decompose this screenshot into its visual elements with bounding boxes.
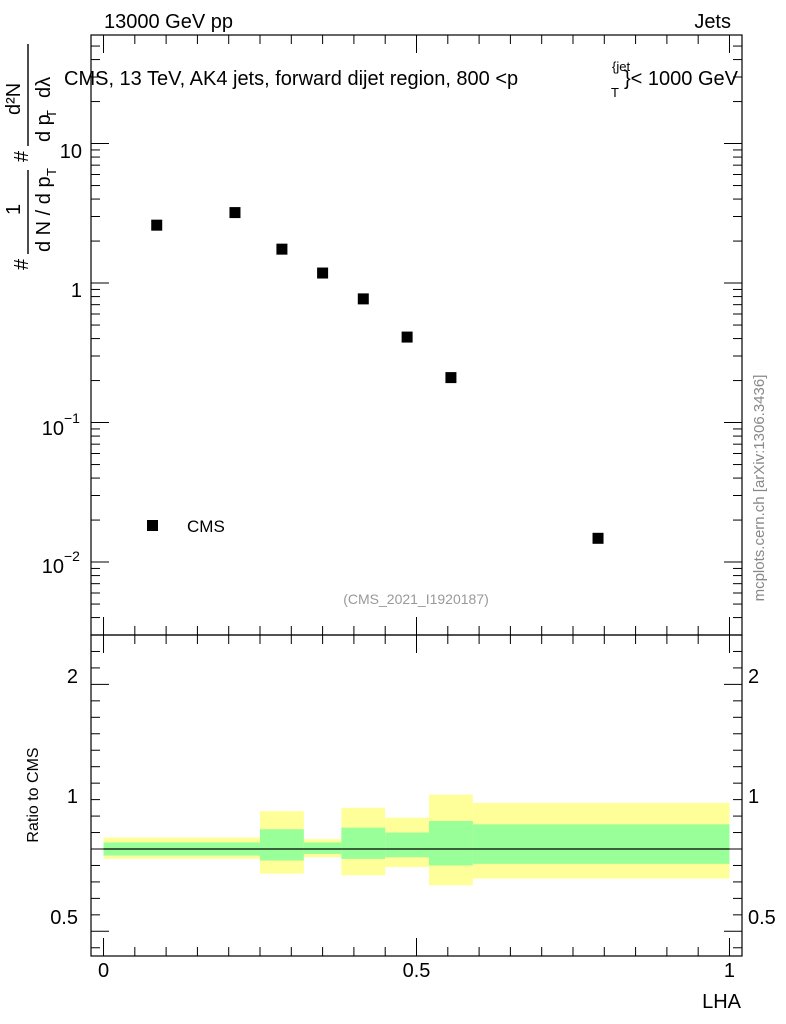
y-label-one: 1 bbox=[3, 204, 25, 215]
ratio-ticks bbox=[91, 634, 742, 956]
x-tick-label-1: 1 bbox=[724, 960, 735, 982]
ratio-band-inner bbox=[385, 832, 430, 858]
y-tick-label-0.1: 10 bbox=[42, 418, 64, 440]
y-label-denominator: d N / d p bbox=[33, 176, 55, 252]
data-point bbox=[592, 532, 604, 544]
ratio-y-tick-0.5-left: 0.5 bbox=[50, 907, 78, 929]
x-axis-label: LHA bbox=[702, 991, 742, 1013]
y-label-num-hash: # bbox=[11, 150, 33, 162]
plot-title-subscript: T bbox=[611, 85, 619, 100]
ratio-y-axis-label: Ratio to CMS bbox=[25, 747, 42, 842]
y-label-denominator-sub: T bbox=[44, 168, 59, 176]
x-tick-label-0.5: 0.5 bbox=[403, 960, 431, 982]
x-tick-label-0: 0 bbox=[98, 960, 109, 982]
main-data-points bbox=[151, 207, 604, 544]
ratio-y-tick-labels: 2 1 0.5 2 1 0.5 bbox=[50, 666, 776, 929]
data-point bbox=[151, 219, 163, 231]
analysis-tag: (CMS_2021_I1920187) bbox=[343, 591, 489, 607]
y-label-num-bottom-tail: dλ bbox=[33, 77, 55, 98]
y-tick-label-10: 10 bbox=[60, 141, 82, 163]
main-y-tick-labels: 10 1 10 −1 10 −2 bbox=[42, 141, 82, 578]
ratio-y-tick-1-left: 1 bbox=[67, 786, 78, 808]
main-y-axis-label: # 1 d N / d p T # d²N d p T dλ bbox=[3, 44, 59, 270]
plot-title: CMS, 13 TeV, AK4 jets, forward dijet reg… bbox=[64, 59, 739, 100]
ratio-band-inner bbox=[341, 827, 386, 859]
data-point bbox=[276, 243, 288, 255]
header-left: 13000 GeV pp bbox=[104, 11, 233, 33]
y-label-num-bottom: d p bbox=[33, 114, 55, 142]
ratio-bands bbox=[103, 794, 730, 886]
data-point bbox=[317, 267, 329, 279]
ratio-band-inner bbox=[429, 821, 473, 866]
data-point bbox=[229, 207, 241, 219]
data-point bbox=[357, 293, 369, 305]
ratio-y-tick-1-right: 1 bbox=[748, 786, 759, 808]
main-y-ticks bbox=[91, 34, 742, 636]
ratio-band-inner bbox=[472, 824, 730, 864]
legend-marker-cms bbox=[147, 520, 158, 531]
y-label-numerator: d²N bbox=[3, 83, 25, 115]
ratio-band-inner bbox=[260, 829, 304, 861]
y-tick-label-0.01: 10 bbox=[42, 556, 64, 578]
data-point bbox=[445, 372, 457, 384]
ratio-y-tick-2-right: 2 bbox=[748, 666, 759, 688]
header-right: Jets bbox=[694, 11, 731, 33]
y-tick-label-0.01-exponent: −2 bbox=[64, 548, 80, 564]
ratio-y-tick-0.5-right: 0.5 bbox=[748, 907, 776, 929]
y-label-hash: # bbox=[11, 258, 33, 270]
data-point bbox=[401, 331, 413, 343]
y-tick-label-0.1-exponent: −1 bbox=[64, 410, 80, 426]
ratio-y-tick-2-left: 2 bbox=[67, 666, 78, 688]
legend-label-cms: CMS bbox=[187, 517, 225, 536]
y-label-num-bottom-sub: T bbox=[44, 110, 59, 118]
plot-title-superscript: {jet bbox=[612, 59, 630, 74]
main-plot-frame bbox=[90, 34, 743, 636]
ratio-x-tick-labels: 0 0.5 1 bbox=[98, 960, 735, 982]
mcplots-watermark: mcplots.cern.ch [arXiv:1306.3436] bbox=[751, 375, 768, 602]
ratio-band-inner bbox=[303, 842, 342, 854]
plot-title-main: CMS, 13 TeV, AK4 jets, forward dijet reg… bbox=[64, 68, 518, 90]
y-tick-label-1: 1 bbox=[71, 280, 82, 302]
ratio-plot-frame bbox=[90, 634, 743, 957]
plot-title-tail: }< 1000 GeV bbox=[624, 68, 739, 90]
